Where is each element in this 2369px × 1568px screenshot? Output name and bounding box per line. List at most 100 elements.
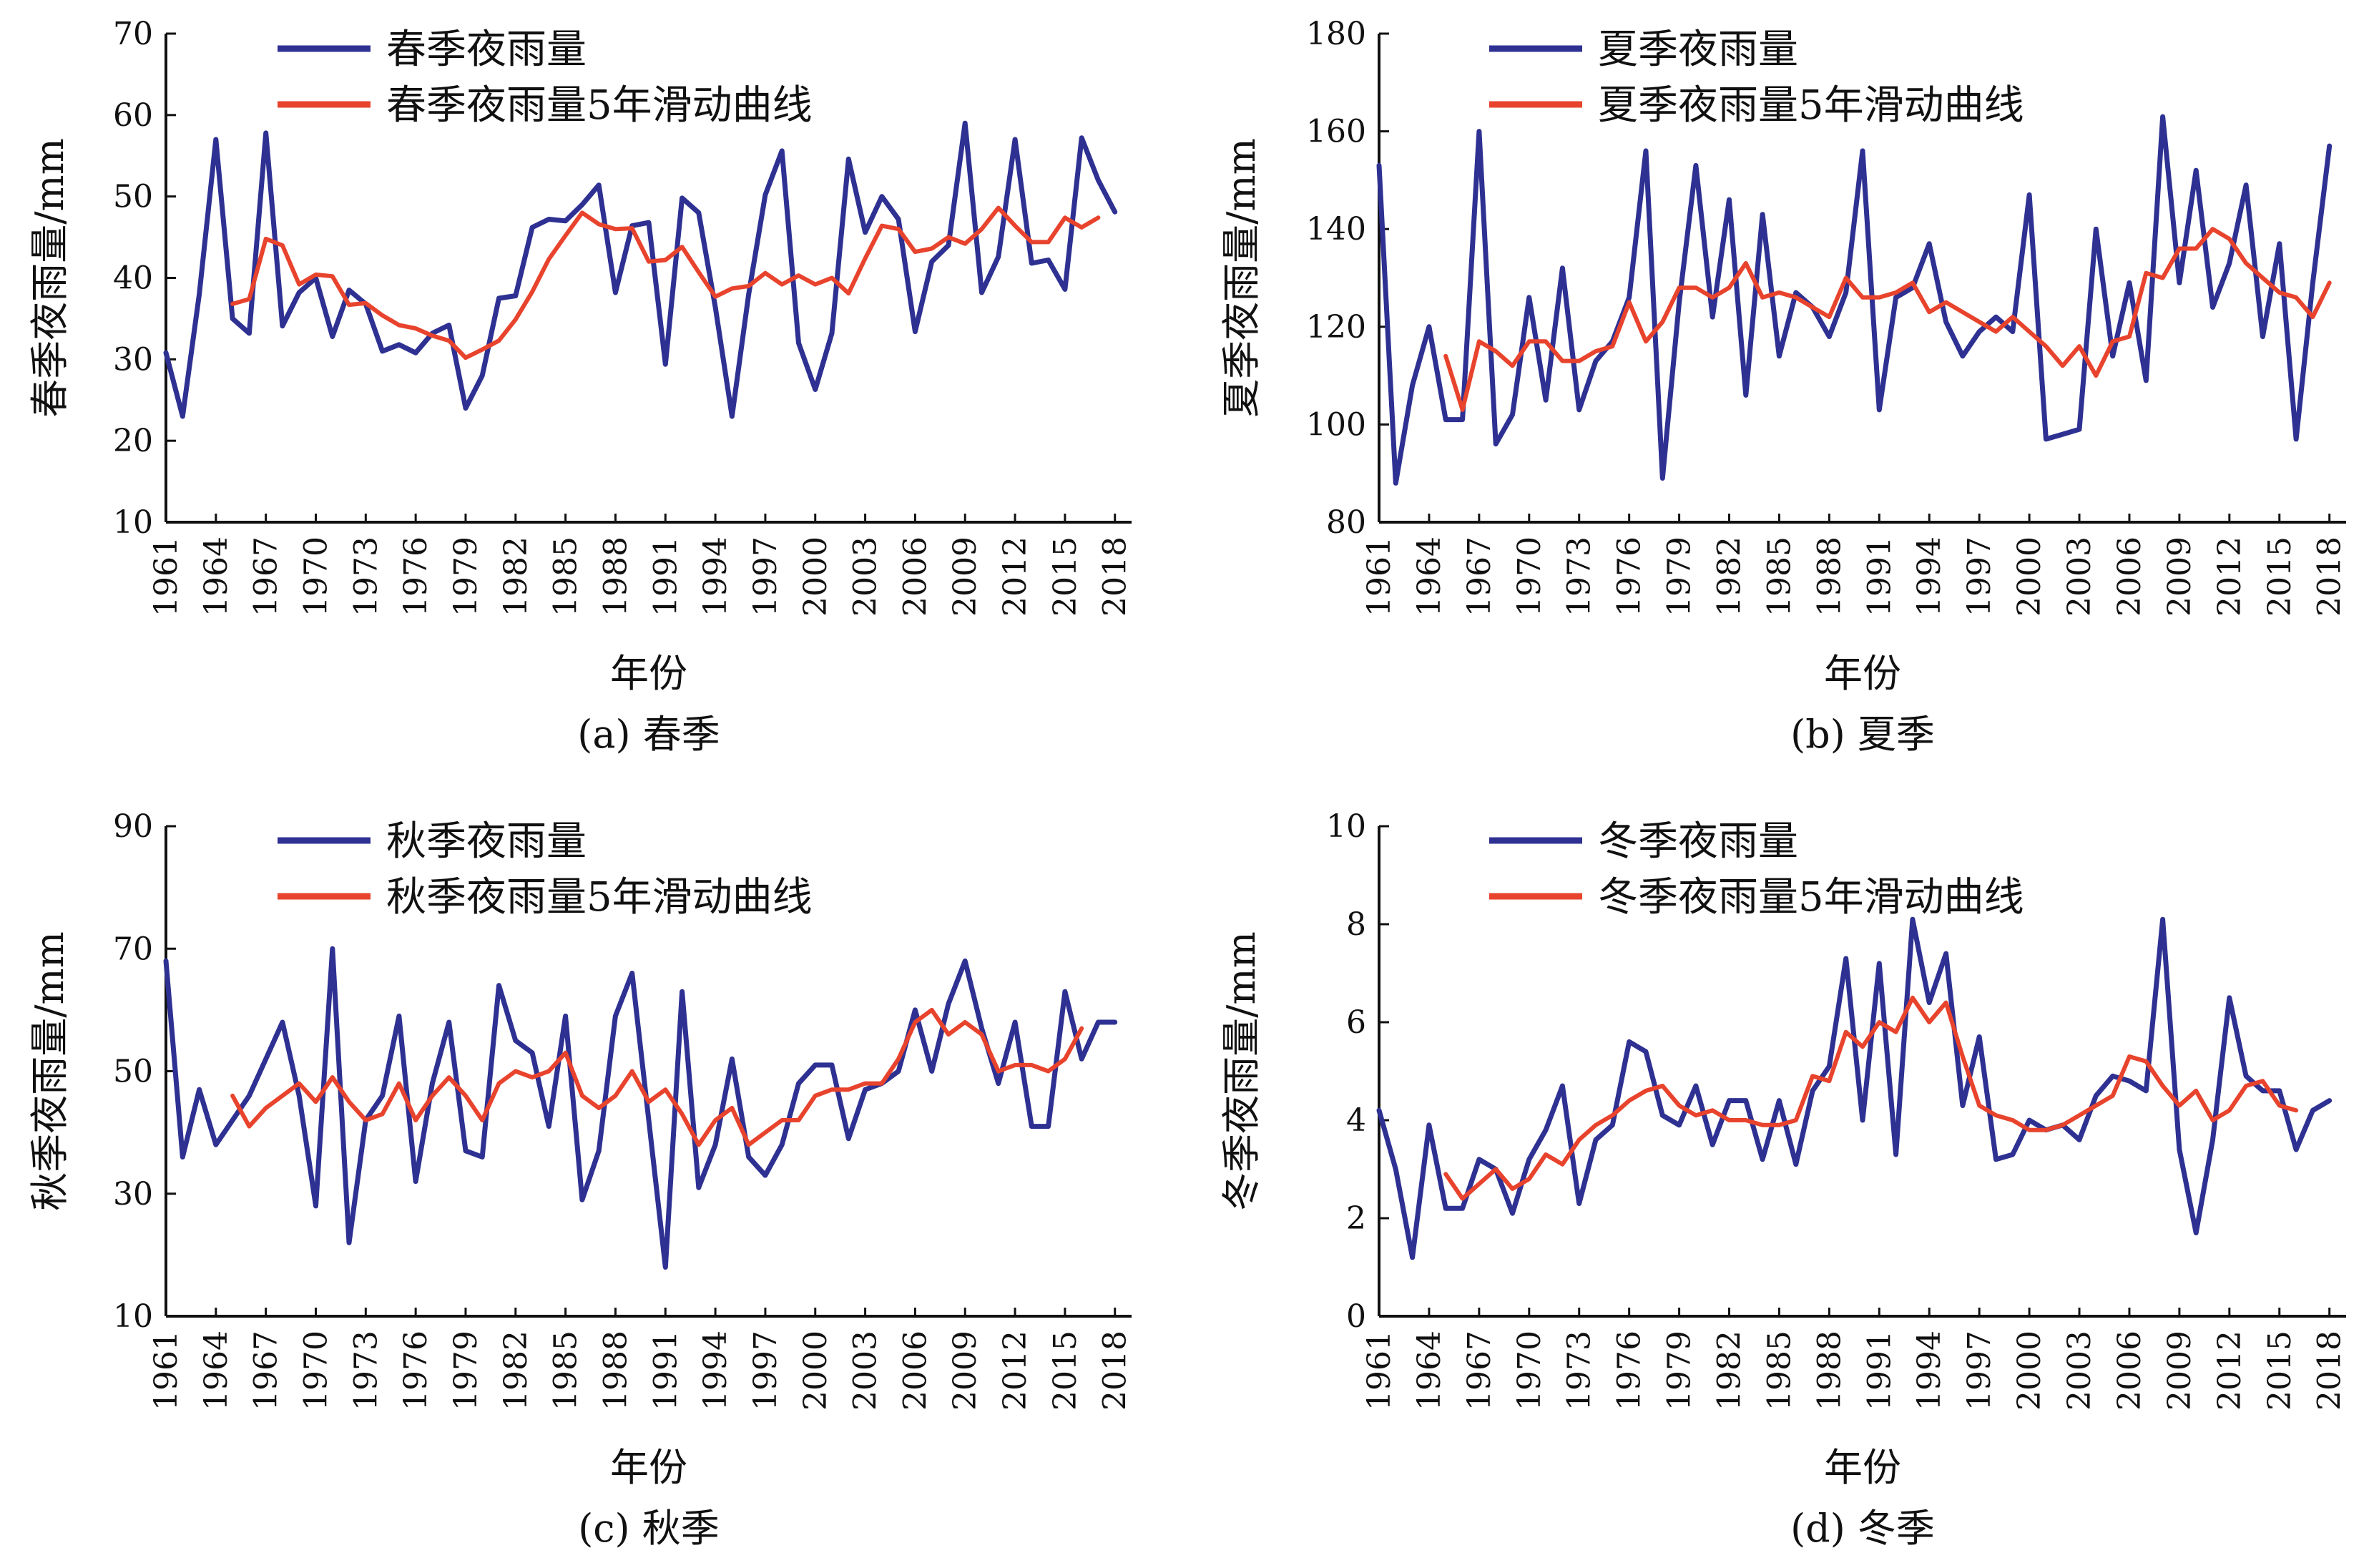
legend-label: 夏季夜雨量5年滑动曲线 [1598,82,2024,129]
y-tick-label: 30 [113,1176,153,1212]
x-tick-label: 2015 [2262,536,2298,617]
x-tick-label: 2006 [897,536,933,617]
x-tick-label: 2015 [1047,1331,1084,1411]
x-tick-label: 1991 [1861,1331,1898,1411]
x-tick-label: 2009 [2162,1331,2198,1411]
x-tick-label: 1988 [1811,536,1848,617]
x-tick-label: 1967 [248,1331,285,1411]
x-tick-label: 2000 [798,1331,834,1411]
series-line-raw [163,120,1118,419]
legend-label: 夏季夜雨量 [1598,26,1798,73]
x-tick-label: 1976 [398,1331,434,1411]
x-tick-label: 1994 [697,536,734,617]
y-tick-label: 4 [1346,1102,1366,1139]
x-axis-title: 年份 [610,651,687,696]
x-tick-label: 1994 [697,1331,734,1411]
x-tick-label: 1964 [1411,536,1448,617]
series-line-raw [1376,114,2333,486]
x-tick-label: 1961 [1361,536,1398,617]
x-tick-label: 2009 [947,536,984,617]
x-tick-label: 2009 [947,1331,984,1411]
x-tick-label: 1997 [1961,536,1998,617]
x-tick-label: 1967 [248,536,285,617]
x-tick-label: 1982 [1712,1331,1748,1411]
x-tick-label: 1988 [1811,1331,1848,1411]
x-tick-label: 1979 [448,536,484,617]
x-tick-label: 1964 [198,536,235,617]
x-tick-label: 1976 [398,536,434,617]
panel-caption: (b) 夏季 [1790,712,1935,757]
y-tick-label: 90 [113,808,153,845]
x-tick-label: 1982 [1712,536,1748,617]
x-tick-label: 1973 [1561,536,1598,617]
x-tick-label: 2012 [997,1331,1034,1411]
x-tick-label: 1976 [1612,1331,1648,1411]
x-tick-label: 1970 [1511,536,1548,617]
x-tick-label: 1970 [1511,1331,1548,1411]
y-tick-label: 8 [1346,906,1366,943]
x-tick-label: 2018 [2312,1331,2348,1411]
x-tick-label: 1982 [498,1331,534,1411]
y-tick-label: 160 [1306,114,1366,150]
x-tick-label: 2006 [2112,536,2148,617]
x-tick-label: 1988 [597,1331,634,1411]
y-tick-label: 70 [113,16,153,52]
y-axis-title: 夏季夜雨量/mm [1219,138,1264,418]
x-tick-label: 1997 [747,1331,784,1411]
series-line-raw [163,946,1118,1270]
x-tick-label: 1973 [348,1331,384,1411]
legend-label: 春季夜雨量 [386,26,587,73]
legend-label: 春季夜雨量5年滑动曲线 [386,82,813,129]
y-tick-label: 10 [1326,808,1366,845]
x-tick-label: 2000 [2011,536,2048,617]
series-line-moving-average [230,1007,1084,1147]
x-tick-label: 2003 [2061,1331,2098,1411]
x-axis-title: 年份 [610,1445,687,1490]
x-tick-label: 1985 [1761,1331,1797,1411]
x-tick-label: 1985 [1761,536,1797,617]
x-tick-label: 2012 [2212,1331,2248,1411]
x-tick-label: 1961 [148,536,185,617]
x-tick-label: 2003 [848,536,884,617]
x-axis-title: 年份 [1824,651,1901,696]
panel-caption: (c) 秋季 [578,1506,720,1551]
y-tick-label: 60 [113,97,153,134]
x-tick-label: 2009 [2162,536,2198,617]
series-line-moving-average [230,205,1101,361]
panel-caption: (d) 冬季 [1790,1506,1935,1551]
chart-panel-spring: 10 20 30 40 50 60 70 1961 1964 1967 1970 1973 1976 19… [27,16,1134,757]
x-tick-label: 1979 [1662,536,1698,617]
chart-panel-autumn: 10 30 50 70 90 1961 1964 1967 1970 1973 1976 1979 19… [27,808,1134,1551]
y-tick-label: 2 [1346,1200,1366,1237]
x-tick-label: 1970 [298,536,334,617]
y-axis-title: 春季夜雨量/mm [27,138,72,418]
x-tick-label: 1961 [148,1331,185,1411]
x-tick-label: 1982 [498,536,534,617]
x-tick-label: 2018 [1097,536,1134,617]
legend-label: 秋季夜雨量 [386,818,587,865]
y-tick-label: 140 [1306,211,1366,248]
chart-panel-summer: 80 100 120 140 160 180 1961 1964 1967 1970 1973 197… [1219,16,2348,757]
y-axis-title: 秋季夜雨量/mm [27,931,72,1211]
x-tick-label: 1991 [1861,536,1898,617]
x-tick-label: 1997 [1961,1331,1998,1411]
x-tick-label: 2003 [848,1331,884,1411]
x-tick-label: 2012 [2212,536,2248,617]
legend-label: 秋季夜雨量5年滑动曲线 [386,874,813,921]
x-tick-label: 2018 [1097,1331,1134,1411]
x-tick-label: 2018 [2312,536,2348,617]
x-tick-label: 1979 [448,1331,484,1411]
x-tick-label: 1985 [548,536,584,617]
x-tick-label: 2000 [2011,1331,2048,1411]
x-tick-label: 1994 [1911,536,1948,617]
x-tick-label: 2015 [1047,536,1084,617]
y-tick-label: 40 [113,260,153,297]
series-line-raw [1376,916,2333,1260]
x-tick-label: 1988 [597,536,634,617]
y-tick-label: 10 [113,504,153,541]
x-tick-label: 1961 [1361,1331,1398,1411]
y-tick-label: 80 [1326,504,1366,541]
x-tick-label: 2012 [997,536,1034,617]
x-tick-label: 1991 [647,536,684,617]
chart-panel-winter: 0 2 4 6 8 10 1961 1964 1967 1970 1973 1976 1979 1982 1… [1219,808,2348,1551]
